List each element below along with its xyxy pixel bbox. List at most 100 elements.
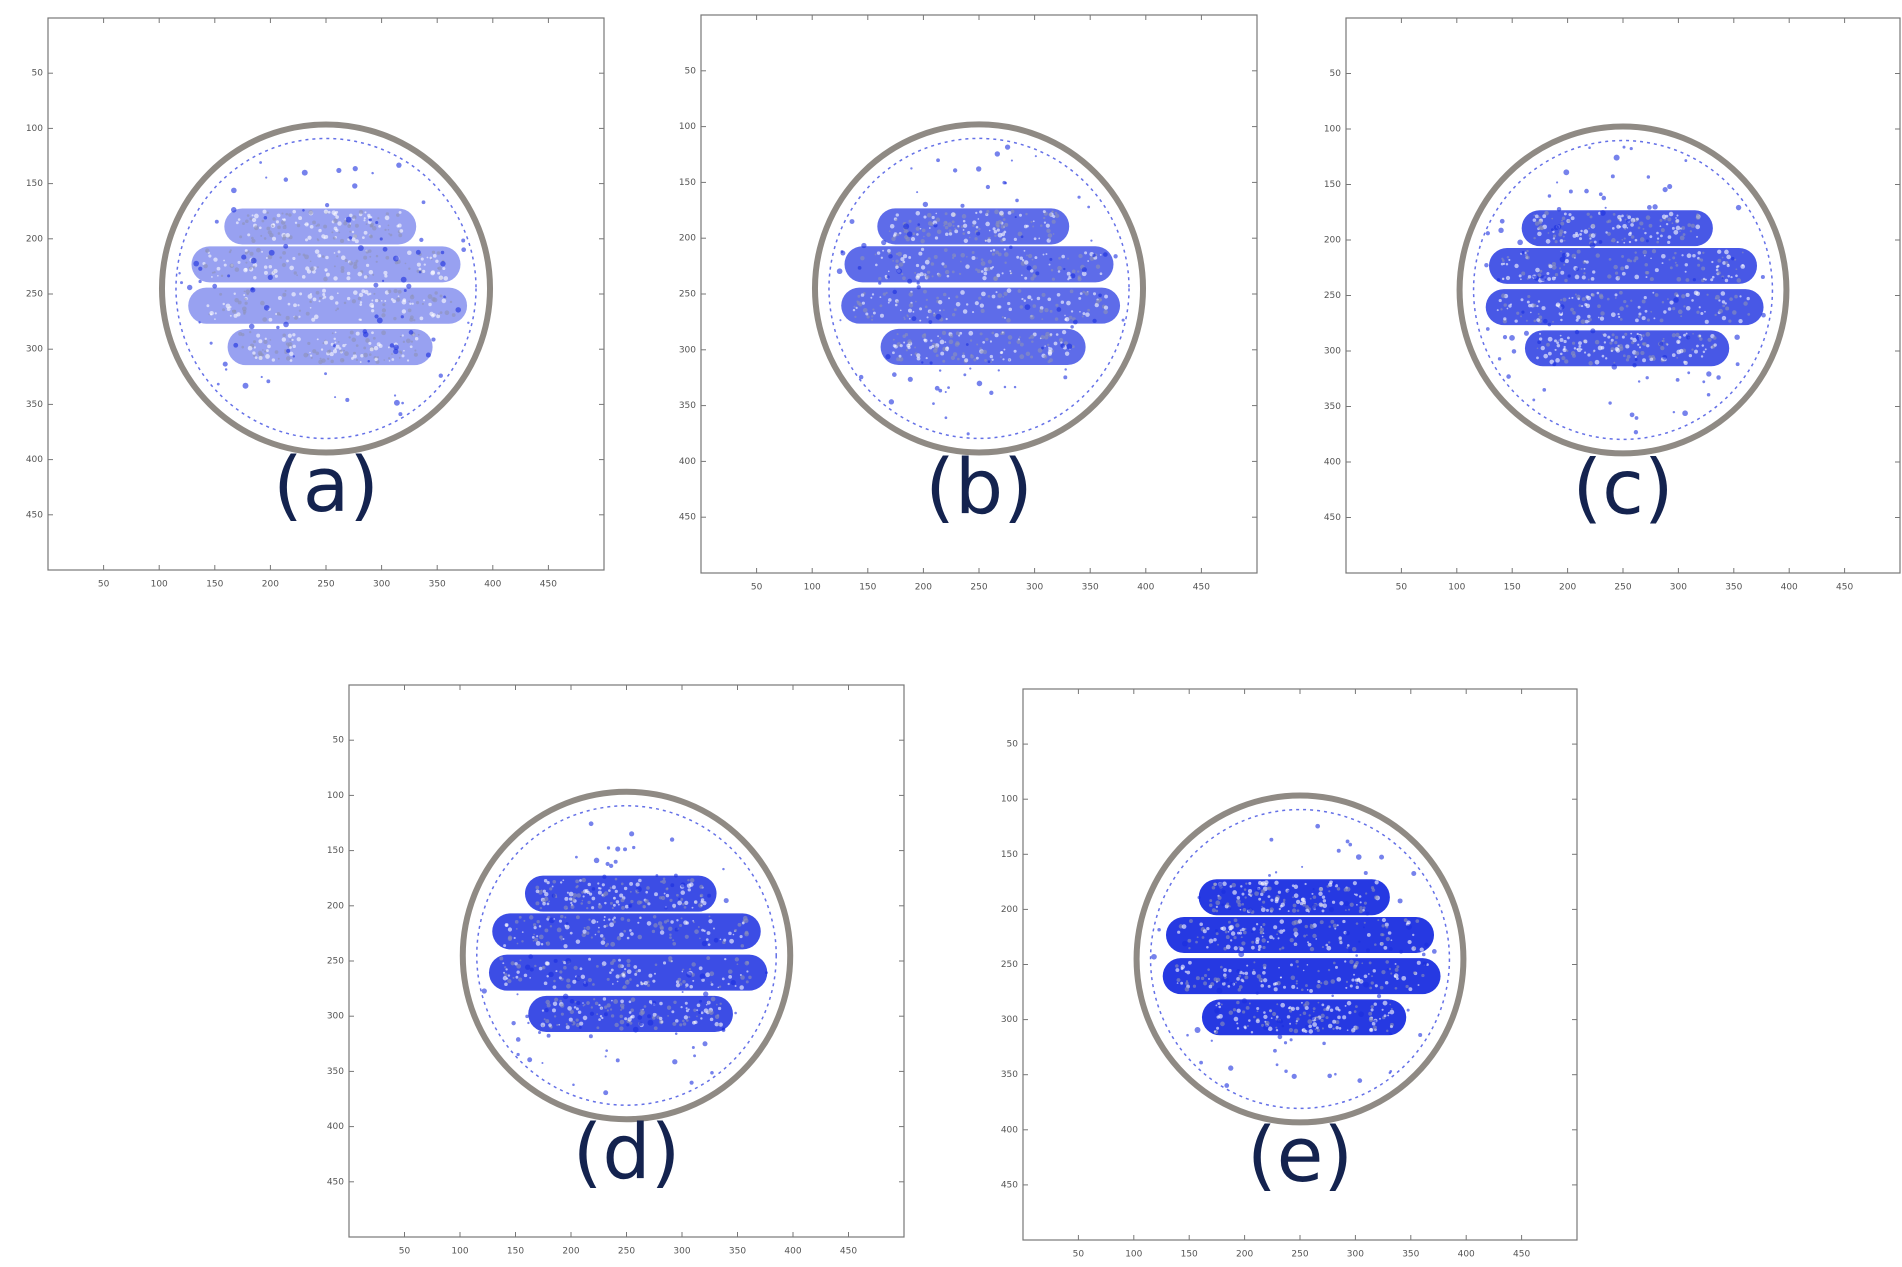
speckle bbox=[535, 886, 539, 890]
speckle bbox=[334, 341, 336, 343]
speckle bbox=[1619, 347, 1623, 351]
speckle bbox=[575, 856, 578, 859]
speckle bbox=[1283, 986, 1286, 989]
speckle bbox=[1315, 1028, 1317, 1030]
speckle bbox=[613, 904, 616, 907]
speckle bbox=[311, 357, 313, 359]
speckle bbox=[976, 232, 980, 236]
speckle bbox=[1642, 358, 1646, 362]
speckle bbox=[1687, 223, 1691, 227]
speckle bbox=[984, 272, 988, 276]
speckle bbox=[1234, 1017, 1239, 1022]
speckle bbox=[996, 221, 999, 224]
speckle bbox=[376, 255, 378, 257]
speckle bbox=[267, 345, 271, 349]
speckle bbox=[563, 966, 567, 970]
speckle bbox=[364, 217, 366, 219]
speckle bbox=[679, 924, 682, 927]
speckle bbox=[332, 210, 337, 215]
speckle bbox=[1332, 882, 1336, 886]
speckle bbox=[1082, 267, 1087, 272]
speckle bbox=[272, 358, 275, 361]
speckle bbox=[986, 210, 989, 213]
speckle bbox=[1522, 251, 1525, 254]
speckle bbox=[837, 268, 843, 274]
speckle bbox=[979, 210, 982, 213]
speckle bbox=[1736, 268, 1738, 270]
speckle bbox=[1248, 889, 1252, 893]
speckle bbox=[1389, 947, 1393, 951]
speckle bbox=[690, 1081, 694, 1085]
speckle bbox=[735, 957, 739, 961]
speckle bbox=[708, 919, 712, 923]
speckle bbox=[402, 309, 406, 313]
speckle bbox=[932, 402, 935, 405]
speckle bbox=[616, 1058, 620, 1062]
y-tick-label: 450 bbox=[679, 513, 696, 523]
speckle bbox=[996, 274, 1000, 278]
x-tick-label: 50 bbox=[1396, 583, 1408, 593]
speckle bbox=[569, 1018, 573, 1022]
speckle bbox=[1019, 214, 1022, 217]
speckle bbox=[624, 887, 627, 890]
speckle bbox=[1273, 1049, 1277, 1053]
speckle bbox=[636, 882, 640, 886]
speckle bbox=[709, 915, 711, 917]
speckle bbox=[1619, 306, 1624, 311]
speckle bbox=[373, 283, 378, 288]
speckle bbox=[1398, 898, 1403, 903]
speckle bbox=[654, 1026, 658, 1030]
speckle bbox=[1197, 896, 1200, 899]
speckle bbox=[564, 916, 566, 918]
y-tick-label: 250 bbox=[679, 290, 696, 300]
speckle bbox=[927, 213, 932, 218]
speckle bbox=[1676, 215, 1678, 217]
speckle bbox=[1564, 279, 1567, 282]
speckle bbox=[1032, 304, 1036, 308]
speckle bbox=[411, 340, 413, 342]
speckle bbox=[1035, 271, 1039, 275]
speckle bbox=[630, 891, 632, 893]
speckle bbox=[1317, 1029, 1320, 1032]
speckle bbox=[1391, 1008, 1393, 1010]
speckle bbox=[899, 232, 901, 234]
speckle bbox=[363, 347, 366, 350]
speckle bbox=[1661, 228, 1665, 232]
x-tick-label: 400 bbox=[1137, 583, 1154, 593]
speckle bbox=[682, 969, 684, 971]
speckle bbox=[1256, 923, 1258, 925]
speckle bbox=[703, 930, 705, 932]
speckle bbox=[1432, 949, 1437, 954]
speckle bbox=[1020, 305, 1023, 308]
speckle bbox=[1501, 294, 1506, 299]
speckle bbox=[235, 267, 240, 272]
speckle bbox=[1070, 290, 1074, 294]
speckle bbox=[1609, 341, 1612, 344]
speckle bbox=[1032, 259, 1034, 261]
speckle bbox=[875, 254, 877, 256]
speckle bbox=[1595, 233, 1597, 235]
y-tick-label: 450 bbox=[327, 1177, 344, 1187]
speckle bbox=[924, 274, 926, 276]
speckle bbox=[980, 303, 984, 307]
x-tick-label: 400 bbox=[484, 580, 501, 590]
speckle bbox=[1004, 252, 1009, 257]
speckle bbox=[1225, 978, 1229, 982]
speckle bbox=[637, 1015, 642, 1020]
speckle bbox=[1063, 268, 1065, 270]
speckle bbox=[1351, 978, 1354, 981]
speckle bbox=[723, 939, 726, 942]
speckle bbox=[903, 317, 905, 319]
speckle bbox=[988, 360, 991, 363]
speckle bbox=[728, 975, 732, 979]
speckle bbox=[1057, 307, 1062, 312]
speckle bbox=[268, 230, 272, 234]
speckle bbox=[872, 309, 874, 311]
speckle bbox=[1031, 340, 1034, 343]
speckle bbox=[1649, 224, 1653, 228]
speckle bbox=[1536, 305, 1538, 307]
speckle bbox=[1607, 274, 1611, 278]
speckle bbox=[964, 239, 968, 243]
speckle bbox=[1538, 220, 1542, 224]
speckle bbox=[574, 1006, 577, 1009]
